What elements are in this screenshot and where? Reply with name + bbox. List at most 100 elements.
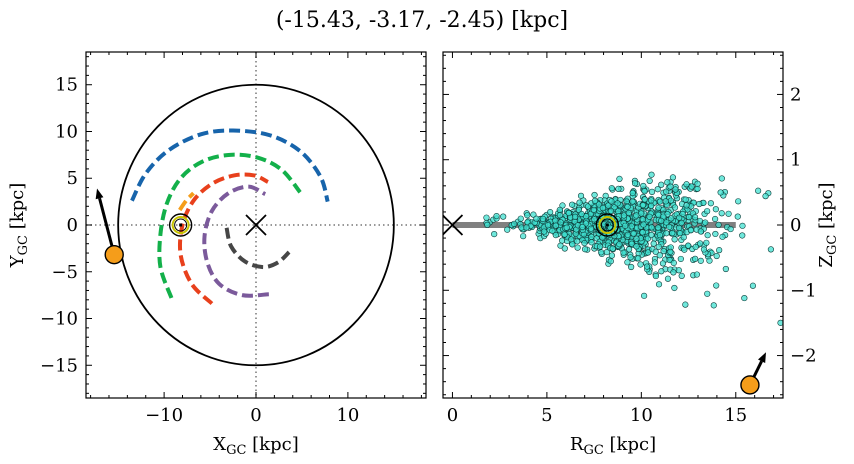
scatter-point — [616, 175, 623, 182]
scatter-point — [581, 246, 589, 253]
left-ylabel: YGC [kpc] — [7, 183, 31, 269]
right-galactic-center-marker — [443, 214, 464, 236]
scatter-point — [683, 181, 690, 188]
scatter-point — [655, 224, 662, 231]
scatter-point — [696, 200, 703, 208]
scatter-point — [620, 212, 628, 219]
scatter-point — [539, 215, 546, 223]
scatter-point — [607, 258, 614, 265]
scatter-point — [565, 209, 572, 217]
scatter-point — [668, 215, 675, 222]
scatter-point — [722, 265, 729, 273]
left-galactic-center-marker — [245, 214, 267, 236]
scatter-point — [631, 180, 639, 187]
scatter-point — [691, 214, 699, 221]
scatter-point — [628, 240, 635, 247]
scatter-point — [666, 223, 673, 231]
scatter-point — [633, 235, 640, 242]
scatter-point — [767, 246, 775, 253]
scatter-point — [588, 239, 595, 246]
scatter-point — [755, 187, 762, 194]
left-ytick-label-5: 10 — [55, 121, 78, 142]
scatter-point — [655, 204, 662, 211]
right-plot-area — [443, 171, 783, 326]
scatter-point — [627, 254, 634, 261]
scatter-point — [563, 224, 570, 231]
scatter-point — [663, 230, 670, 237]
scatter-point — [652, 248, 659, 255]
scatter-point — [677, 255, 684, 263]
scatter-point — [552, 231, 559, 239]
scatter-point — [614, 200, 621, 207]
scatter-point — [666, 256, 673, 264]
left-object-marker-dot — [104, 244, 124, 265]
scatter-point — [654, 186, 661, 193]
scatter-point — [688, 183, 695, 190]
left-frame — [85, 51, 427, 399]
scatter-point — [667, 197, 675, 204]
left-ytick-label-6: 15 — [55, 75, 78, 96]
scatter-point — [608, 252, 616, 259]
scatter-point — [682, 301, 689, 308]
scatter-point — [615, 185, 622, 192]
scatter-point — [640, 182, 647, 190]
scatter-point — [556, 206, 563, 214]
scatter-point — [670, 259, 677, 267]
spiral-arm-4 — [177, 172, 269, 306]
right-ytick-label-0: −2 — [790, 346, 817, 367]
scatter-point — [687, 227, 694, 234]
left-ytick-label-2: −5 — [51, 262, 78, 283]
scatter-point — [598, 249, 605, 256]
scatter-point — [663, 219, 670, 226]
figure-title: (-15.43, -3.17, -2.45) [kpc] — [276, 8, 568, 33]
scatter-point — [658, 217, 665, 225]
scatter-point — [735, 198, 742, 205]
scatter-point — [719, 233, 726, 240]
spiral-arm-2 — [178, 191, 195, 212]
scatter-point — [663, 188, 670, 195]
scatter-point — [727, 225, 734, 233]
scatter-point — [557, 219, 564, 226]
scatter-point — [680, 234, 687, 241]
scatter-point — [655, 281, 663, 288]
left-panel: −10 0 10 −15 −10 −5 0 5 10 15 XGC [kpc] YGC [kpc] — [7, 51, 427, 458]
scatter-point — [644, 235, 651, 242]
scatter-point — [697, 228, 704, 235]
right-frame — [442, 51, 784, 399]
scatter-point — [530, 211, 537, 218]
scatter-point — [557, 242, 564, 249]
scatter-point — [648, 197, 655, 204]
scatter-point — [574, 244, 581, 251]
right-xlabel: RGC [kpc] — [570, 434, 656, 458]
scatter-point — [671, 284, 678, 292]
left-ytick-label-0: −15 — [40, 355, 78, 376]
scatter-point — [671, 236, 678, 243]
scatter-point — [703, 239, 710, 246]
left-sun-marker-dot — [179, 223, 183, 227]
scatter-point — [633, 212, 640, 219]
scatter-point — [643, 263, 651, 270]
scatter-point — [749, 282, 757, 289]
scatter-point — [491, 231, 498, 238]
scatter-point — [715, 221, 722, 228]
scatter-point — [670, 269, 677, 276]
scatter-point — [523, 224, 530, 231]
scatter-point — [579, 223, 586, 231]
scatter-point — [620, 249, 627, 256]
scatter-point — [547, 209, 554, 216]
scatter-point — [712, 230, 719, 238]
scatter-point — [681, 246, 688, 253]
scatter-point — [706, 257, 713, 264]
scatter-point — [596, 243, 604, 250]
scatter-point — [656, 252, 663, 259]
scatter-point — [655, 243, 662, 250]
left-galactic-center-marker-stroke-2 — [245, 214, 267, 236]
left-sun-marker-outer-ring — [168, 213, 193, 237]
right-panel: 0 5 10 15 −2 −1 0 1 2 RGC [kpc] ZGC [kpc] — [442, 51, 840, 458]
scatter-point — [662, 198, 669, 205]
left-object-marker — [95, 188, 124, 265]
scatter-point — [648, 224, 655, 231]
scatter-point — [591, 191, 598, 199]
scatter-point — [624, 203, 631, 210]
